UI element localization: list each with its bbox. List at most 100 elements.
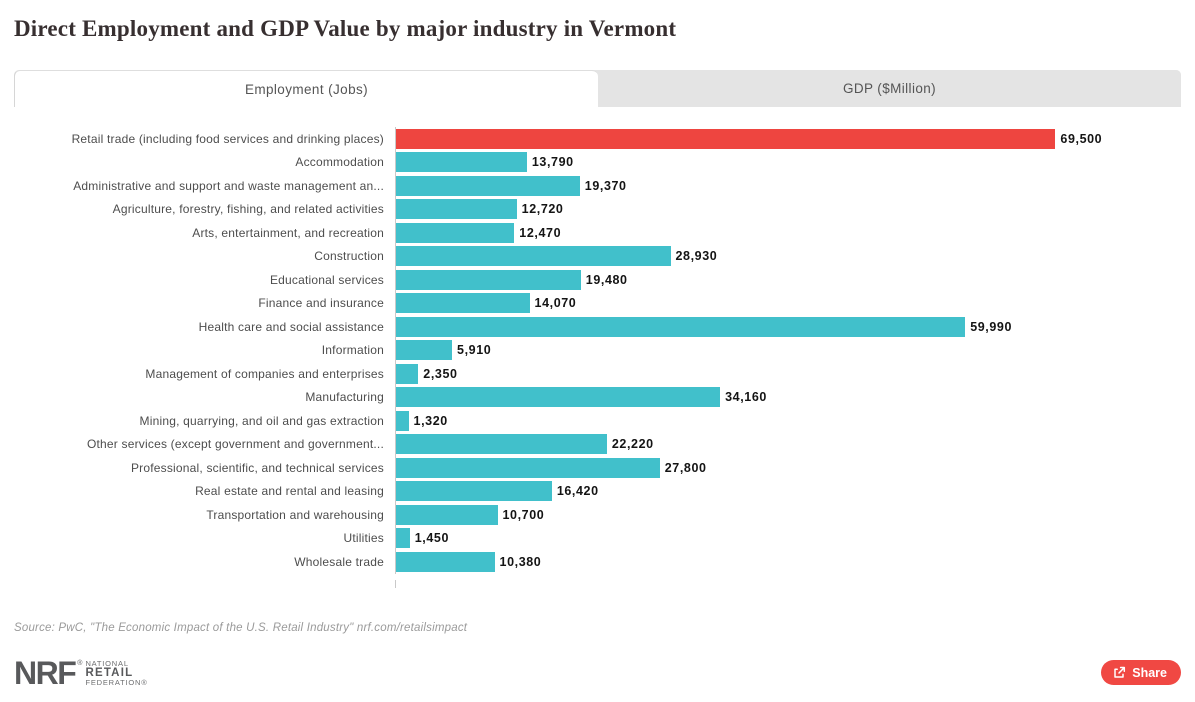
chart-row: Wholesale trade 10,380 [14, 550, 1181, 574]
bar-area: 19,370 [395, 174, 1181, 198]
category-label: Management of companies and enterprises [145, 366, 384, 381]
bar[interactable] [396, 128, 1056, 149]
chart-row: Information 5,910 [14, 338, 1181, 362]
chart-row: Manufacturing 34,160 [14, 385, 1181, 409]
value-label: 13,790 [531, 155, 574, 170]
category-label: Mining, quarrying, and oil and gas extra… [139, 413, 384, 428]
category-label: Finance and insurance [258, 296, 384, 311]
value-label: 59,990 [970, 319, 1013, 334]
bar[interactable] [396, 363, 419, 384]
bar-chart: Retail trade (including food services an… [14, 127, 1181, 580]
bar[interactable] [396, 457, 660, 478]
bar[interactable] [396, 504, 498, 525]
chart-row: Transportation and warehousing 10,700 [14, 503, 1181, 527]
chart-row: Agriculture, forestry, fishing, and rela… [14, 197, 1181, 221]
category-label: Real estate and rental and leasing [195, 484, 384, 499]
bar-area: 34,160 [395, 385, 1181, 409]
bar-area: 22,220 [395, 432, 1181, 456]
bar[interactable] [396, 340, 453, 361]
bar[interactable] [396, 410, 409, 431]
bar[interactable] [396, 481, 552, 502]
bar[interactable] [396, 246, 671, 267]
bar-area: 13,790 [395, 150, 1181, 174]
bar-area: 59,990 [395, 315, 1181, 339]
bar-area: 16,420 [395, 479, 1181, 503]
chart-row: Retail trade (including food services an… [14, 127, 1181, 151]
nrf-logo-subtext: NATIONAL RETAIL FEDERATION® [85, 658, 148, 687]
category-label: Utilities [343, 531, 384, 546]
chart-row: Other services (except government and go… [14, 432, 1181, 456]
value-label: 27,800 [664, 460, 707, 475]
category-label: Wholesale trade [294, 554, 384, 569]
bar[interactable] [396, 152, 527, 173]
bar-area: 14,070 [395, 291, 1181, 315]
bar[interactable] [396, 528, 410, 549]
category-label: Health care and social assistance [198, 319, 384, 334]
bar[interactable] [396, 387, 721, 408]
value-label: 28,930 [675, 249, 718, 264]
value-label: 12,470 [519, 225, 562, 240]
value-label: 34,160 [725, 390, 767, 405]
category-label: Other services (except government and go… [86, 437, 384, 452]
category-label: Information [321, 343, 384, 358]
category-label: Educational services [269, 272, 384, 287]
value-label: 2,350 [423, 366, 458, 381]
chart-row: Health care and social assistance 59,990 [14, 315, 1181, 339]
bar-area: 10,700 [395, 503, 1181, 527]
share-icon [1114, 666, 1126, 678]
bar-area: 2,350 [395, 362, 1181, 386]
value-label: 5,910 [457, 343, 492, 358]
axis-line-tail [395, 579, 1181, 588]
chart-row: Real estate and rental and leasing 16,420 [14, 479, 1181, 503]
nrf-logo: NRF ® NATIONAL RETAIL FEDERATION® [14, 654, 148, 691]
value-label: 12,720 [521, 202, 564, 217]
category-label: Retail trade (including food services an… [71, 131, 384, 146]
bar-area: 12,720 [395, 197, 1181, 221]
bar[interactable] [396, 175, 580, 196]
nrf-logo-text: NRF [14, 654, 77, 691]
value-label: 19,370 [584, 178, 627, 193]
value-label: 16,420 [556, 484, 599, 499]
bar[interactable] [396, 551, 495, 572]
bar[interactable] [396, 222, 515, 243]
bar[interactable] [396, 269, 581, 290]
tab-employment[interactable]: Employment (Jobs) [14, 70, 598, 107]
page-title: Direct Employment and GDP Value by major… [14, 16, 677, 41]
chart-row: Finance and insurance 14,070 [14, 291, 1181, 315]
value-label: 10,700 [502, 507, 545, 522]
category-label: Administrative and support and waste man… [73, 178, 384, 193]
bar[interactable] [396, 199, 517, 220]
value-label: 14,070 [534, 296, 577, 311]
share-button[interactable]: Share [1101, 660, 1181, 685]
value-label: 1,320 [413, 413, 448, 428]
bar-area: 1,320 [395, 409, 1181, 433]
value-label: 10,380 [499, 554, 542, 569]
chart-row: Professional, scientific, and technical … [14, 456, 1181, 480]
chart-row: Mining, quarrying, and oil and gas extra… [14, 409, 1181, 433]
tab-gdp[interactable]: GDP ($Million) [598, 70, 1181, 107]
share-button-label: Share [1132, 665, 1167, 680]
category-label: Transportation and warehousing [206, 507, 384, 522]
bar[interactable] [396, 434, 607, 455]
footer: NRF ® NATIONAL RETAIL FEDERATION® Share [14, 654, 1181, 691]
bar-area: 69,500 [395, 127, 1181, 151]
source-note: Source: PwC, "The Economic Impact of the… [14, 621, 468, 634]
bar[interactable] [396, 316, 966, 337]
bar-area: 5,910 [395, 338, 1181, 362]
category-label: Arts, entertainment, and recreation [192, 225, 384, 240]
bar-area: 27,800 [395, 456, 1181, 480]
chart-row: Construction 28,930 [14, 244, 1181, 268]
value-label: 22,220 [611, 437, 654, 452]
category-label: Construction [314, 249, 384, 264]
category-label: Agriculture, forestry, fishing, and rela… [112, 202, 384, 217]
category-label: Manufacturing [305, 390, 384, 405]
chart-row: Management of companies and enterprises 2… [14, 362, 1181, 386]
category-label: Professional, scientific, and technical … [130, 460, 384, 475]
bar-area: 12,470 [395, 221, 1181, 245]
bar[interactable] [396, 293, 530, 314]
registered-mark-icon: ® [77, 659, 83, 667]
chart-row: Educational services 19,480 [14, 268, 1181, 292]
tab-bar: Employment (Jobs) GDP ($Million) [14, 70, 1181, 107]
chart-row: Utilities 1,450 [14, 526, 1181, 550]
